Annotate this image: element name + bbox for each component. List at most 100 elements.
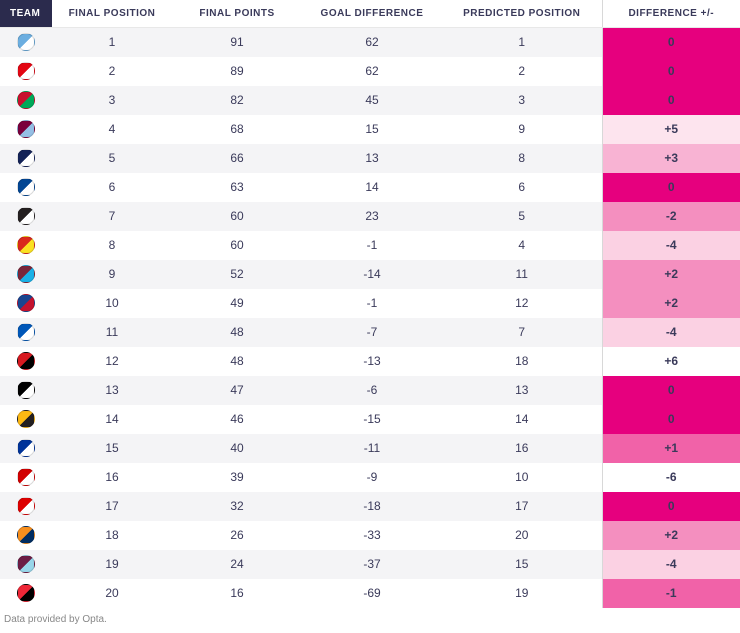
cell-difference: -1 <box>602 579 740 608</box>
cell-predicted-position: 11 <box>442 260 602 289</box>
cell-final-position: 13 <box>52 376 172 405</box>
cell-goal-difference: -33 <box>302 521 442 550</box>
standings-table-container: TEAM FINAL POSITION FINAL POINTS GOAL DI… <box>0 0 740 633</box>
cell-difference: 0 <box>602 57 740 86</box>
cell-predicted-position: 2 <box>442 57 602 86</box>
cell-predicted-position: 13 <box>442 376 602 405</box>
team-crest-icon <box>17 178 35 196</box>
cell-difference: 0 <box>602 492 740 521</box>
cell-goal-difference: -13 <box>302 347 442 376</box>
team-crest-icon <box>17 555 35 573</box>
cell-final-points: 39 <box>172 463 302 492</box>
col-predicted-position: PREDICTED POSITION <box>442 0 602 28</box>
team-crest-icon <box>17 294 35 312</box>
cell-predicted-position: 6 <box>442 173 602 202</box>
team-cell <box>0 492 52 521</box>
team-crest-icon <box>17 439 35 457</box>
cell-goal-difference: -6 <box>302 376 442 405</box>
cell-predicted-position: 9 <box>442 115 602 144</box>
cell-predicted-position: 1 <box>442 28 602 57</box>
table-row: 2896220 <box>0 57 740 86</box>
table-row: 3824530 <box>0 86 740 115</box>
footer-note: Data provided by Opta. <box>0 608 740 633</box>
team-crest-icon <box>17 120 35 138</box>
cell-goal-difference: 13 <box>302 144 442 173</box>
team-crest-icon <box>17 91 35 109</box>
team-crest-icon <box>17 149 35 167</box>
table-row: 1916210 <box>0 28 740 57</box>
cell-final-points: 16 <box>172 579 302 608</box>
team-cell <box>0 463 52 492</box>
cell-difference: 0 <box>602 86 740 115</box>
cell-difference: 0 <box>602 173 740 202</box>
cell-final-position: 1 <box>52 28 172 57</box>
cell-difference: +3 <box>602 144 740 173</box>
cell-predicted-position: 19 <box>442 579 602 608</box>
cell-goal-difference: -18 <box>302 492 442 521</box>
cell-predicted-position: 17 <box>442 492 602 521</box>
col-final-points: FINAL POINTS <box>172 0 302 28</box>
table-row: 6631460 <box>0 173 740 202</box>
col-goal-difference: GOAL DIFFERENCE <box>302 0 442 28</box>
cell-predicted-position: 14 <box>442 405 602 434</box>
cell-final-position: 19 <box>52 550 172 579</box>
cell-final-points: 24 <box>172 550 302 579</box>
cell-difference: 0 <box>602 28 740 57</box>
team-crest-icon <box>17 265 35 283</box>
team-crest-icon <box>17 468 35 486</box>
cell-final-position: 4 <box>52 115 172 144</box>
cell-predicted-position: 3 <box>442 86 602 115</box>
cell-goal-difference: 45 <box>302 86 442 115</box>
cell-difference: +2 <box>602 289 740 318</box>
team-cell <box>0 231 52 260</box>
team-crest-icon <box>17 410 35 428</box>
cell-goal-difference: -15 <box>302 405 442 434</box>
cell-difference: -4 <box>602 550 740 579</box>
col-final-position: FINAL POSITION <box>52 0 172 28</box>
cell-final-position: 10 <box>52 289 172 318</box>
team-crest-icon <box>17 207 35 225</box>
cell-difference: -2 <box>602 202 740 231</box>
cell-final-position: 8 <box>52 231 172 260</box>
cell-final-points: 48 <box>172 318 302 347</box>
cell-final-points: 60 <box>172 231 302 260</box>
cell-goal-difference: -69 <box>302 579 442 608</box>
cell-goal-difference: -1 <box>302 231 442 260</box>
table-row: 860-14-4 <box>0 231 740 260</box>
table-row: 1148-77-4 <box>0 318 740 347</box>
cell-predicted-position: 20 <box>442 521 602 550</box>
cell-final-points: 48 <box>172 347 302 376</box>
cell-final-position: 15 <box>52 434 172 463</box>
cell-final-points: 47 <box>172 376 302 405</box>
team-cell <box>0 434 52 463</box>
cell-predicted-position: 15 <box>442 550 602 579</box>
cell-final-position: 3 <box>52 86 172 115</box>
cell-predicted-position: 10 <box>442 463 602 492</box>
cell-final-position: 14 <box>52 405 172 434</box>
cell-predicted-position: 12 <box>442 289 602 318</box>
cell-difference: +6 <box>602 347 740 376</box>
team-crest-icon <box>17 33 35 51</box>
cell-difference: +5 <box>602 115 740 144</box>
cell-goal-difference: 23 <box>302 202 442 231</box>
cell-final-points: 63 <box>172 173 302 202</box>
cell-final-points: 89 <box>172 57 302 86</box>
table-row: 566138+3 <box>0 144 740 173</box>
team-cell <box>0 57 52 86</box>
table-row: 2016-6919-1 <box>0 579 740 608</box>
cell-goal-difference: -9 <box>302 463 442 492</box>
team-crest-icon <box>17 62 35 80</box>
cell-final-points: 82 <box>172 86 302 115</box>
cell-final-position: 18 <box>52 521 172 550</box>
col-difference: DIFFERENCE +/- <box>602 0 740 28</box>
cell-final-position: 5 <box>52 144 172 173</box>
table-body: 191621028962203824530468159+5566138+3663… <box>0 28 740 608</box>
cell-predicted-position: 18 <box>442 347 602 376</box>
team-cell <box>0 376 52 405</box>
cell-final-position: 17 <box>52 492 172 521</box>
cell-final-position: 2 <box>52 57 172 86</box>
cell-final-points: 26 <box>172 521 302 550</box>
cell-final-position: 9 <box>52 260 172 289</box>
cell-predicted-position: 5 <box>442 202 602 231</box>
cell-predicted-position: 16 <box>442 434 602 463</box>
